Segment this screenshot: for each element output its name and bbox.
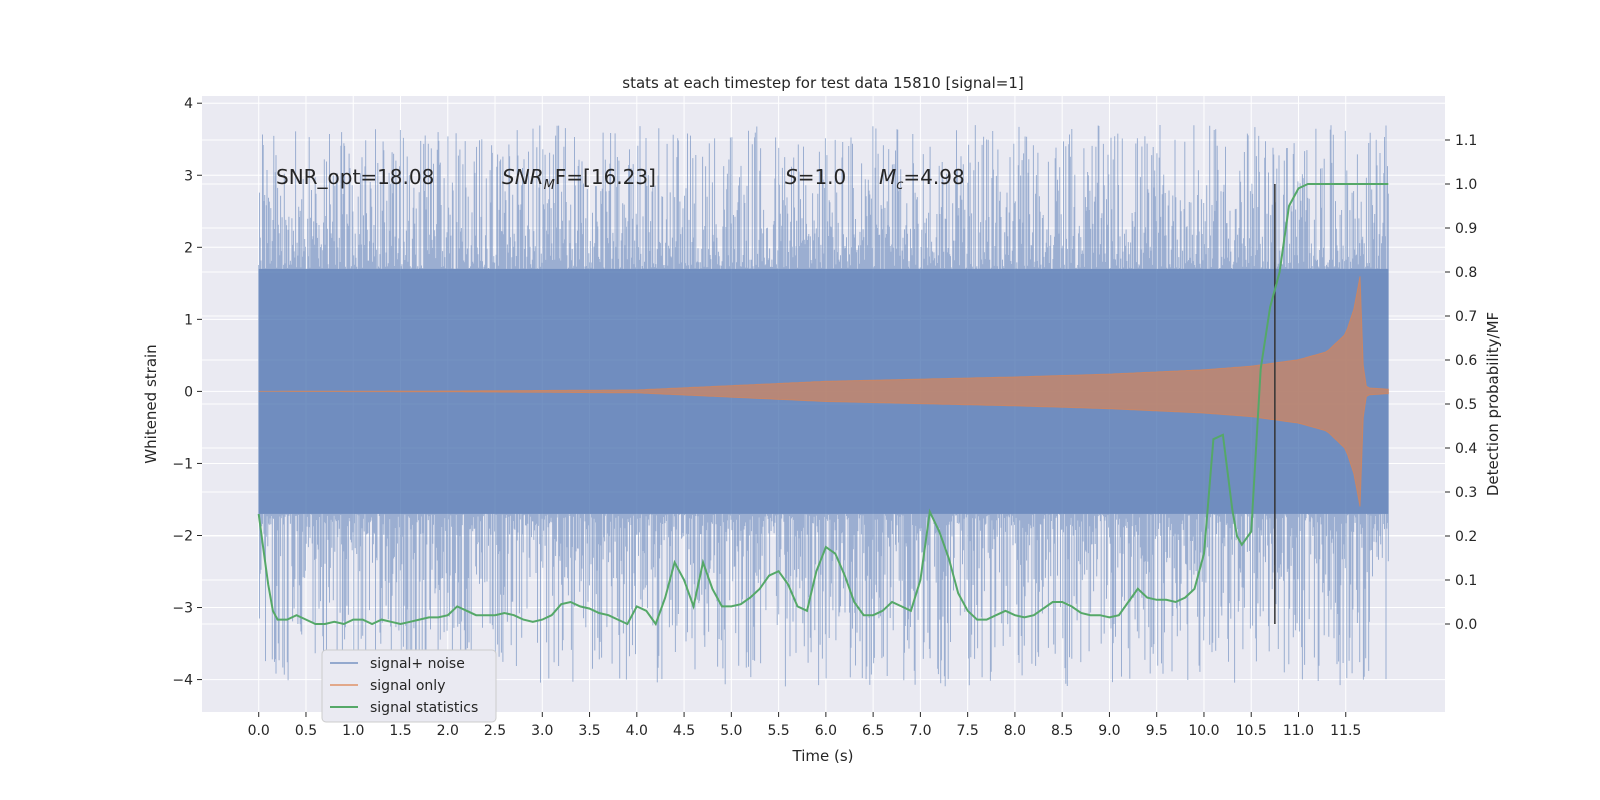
s-symbol: S — [785, 165, 798, 189]
snr-mf-sub: M — [544, 178, 555, 193]
y-axis-ticks: −4 −3 −2 −1 0 1 2 3 4 — [172, 96, 202, 689]
y-tick-label: 4 — [184, 96, 193, 112]
x-tick-label: 4.5 — [673, 723, 695, 739]
x-tick-label: 6.5 — [862, 723, 884, 739]
s-annotation: S=1.0 — [785, 165, 846, 189]
right-axis-ticks: 0.0 0.1 0.2 0.3 0.4 0.5 0.6 0.7 0.8 0.9 1.0 1.1 — [1445, 133, 1477, 633]
x-axis-label: Time (s) — [792, 747, 854, 765]
y2-tick-label: 0.0 — [1455, 617, 1477, 633]
legend-label-signal-noise: signal+ noise — [370, 656, 465, 672]
y2-tick-label: 0.3 — [1455, 485, 1477, 501]
x-tick-label: 8.5 — [1051, 723, 1073, 739]
x-tick-label: 10.0 — [1188, 723, 1219, 739]
x-tick-label: 9.5 — [1146, 723, 1168, 739]
x-tick-label: 11.5 — [1330, 723, 1361, 739]
mc-value: =4.98 — [903, 165, 964, 189]
chart-title: stats at each timestep for test data 158… — [622, 74, 1023, 92]
y2-tick-label: 0.8 — [1455, 265, 1477, 281]
y-tick-label: 1 — [184, 312, 193, 328]
snr-mf-annotation: SNRMF=[16.23] — [502, 165, 656, 193]
y-tick-label: −3 — [172, 601, 193, 617]
x-tick-label: 7.0 — [909, 723, 931, 739]
legend-label-signal-only: signal only — [370, 678, 445, 694]
x-tick-label: 2.0 — [437, 723, 459, 739]
x-tick-label: 0.0 — [248, 723, 270, 739]
y2-tick-label: 0.1 — [1455, 573, 1477, 589]
mc-symbol: M — [879, 165, 896, 189]
y2-tick-label: 0.6 — [1455, 353, 1477, 369]
y-tick-label: −4 — [172, 673, 193, 689]
signal-statistics-line — [257, 183, 1389, 627]
legend-box — [321, 649, 497, 723]
x-tick-label: 8.0 — [1004, 723, 1026, 739]
snr-mf-tail: F=[16.23] — [555, 165, 656, 189]
signal-only-series — [258, 276, 1389, 507]
x-axis-ticks: 0.0 0.5 1.0 1.5 2.0 2.5 3.0 3.5 4.0 4.5 5.0 5.5 6.0 6… — [248, 712, 1361, 739]
right-axis-label: Detection probability/MF — [1484, 312, 1502, 496]
y2-tick-label: 0.2 — [1455, 529, 1477, 545]
x-tick-label: 11.0 — [1283, 723, 1314, 739]
x-tick-label: 9.0 — [1098, 723, 1120, 739]
y2-tick-label: 1.1 — [1455, 133, 1477, 149]
mc-annotation: Mc=4.98 — [879, 165, 965, 193]
y-tick-label: −2 — [172, 528, 193, 544]
x-tick-label: 1.0 — [342, 723, 364, 739]
y-tick-label: 2 — [184, 240, 193, 256]
legend: signal+ noise signal only signal statist… — [321, 649, 497, 723]
signal-only-envelope — [258, 276, 1389, 507]
y-tick-label: 0 — [184, 384, 193, 400]
x-tick-label: 5.5 — [767, 723, 789, 739]
mc-subscript: c — [896, 178, 903, 193]
x-tick-label: 1.5 — [389, 723, 411, 739]
y-tick-label: −1 — [172, 456, 193, 472]
x-tick-label: 4.0 — [626, 723, 648, 739]
signal-statistics-series — [257, 183, 1389, 627]
x-tick-label: 6.0 — [815, 723, 837, 739]
x-tick-label: 3.5 — [578, 723, 600, 739]
x-tick-label: 10.5 — [1236, 723, 1267, 739]
snr-mf-base: SNR — [502, 165, 544, 189]
x-tick-label: 5.0 — [720, 723, 742, 739]
snr-opt-annotation: SNR_opt=18.08 — [276, 165, 434, 189]
x-tick-label: 7.5 — [957, 723, 979, 739]
y2-tick-label: 0.4 — [1455, 441, 1477, 457]
y2-tick-label: 0.5 — [1455, 397, 1477, 413]
legend-label-signal-statistics: signal statistics — [370, 700, 478, 716]
y2-tick-label: 1.0 — [1455, 177, 1477, 193]
x-tick-label: 2.5 — [484, 723, 506, 739]
y-tick-label: 3 — [184, 168, 193, 184]
x-tick-label: 0.5 — [295, 723, 317, 739]
y-axis-label: Whitened strain — [142, 344, 160, 463]
y2-tick-label: 0.7 — [1455, 309, 1477, 325]
x-tick-label: 3.0 — [531, 723, 553, 739]
y2-tick-label: 0.9 — [1455, 221, 1477, 237]
s-value: =1.0 — [798, 165, 847, 189]
